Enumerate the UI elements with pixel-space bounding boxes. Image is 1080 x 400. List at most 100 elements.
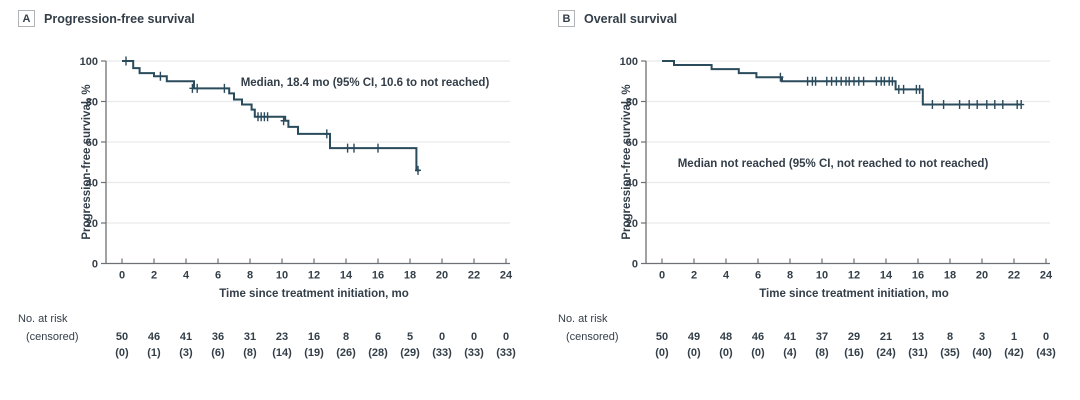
risk-table-numbers: 50(0)46(1)41(3)36(6)31(8)23(14)16(19)8(2… (115, 331, 516, 359)
x-tick-label: 14 (340, 270, 353, 282)
censor-mark (940, 100, 947, 110)
censor-mark (221, 83, 228, 93)
censored-count: (19) (304, 347, 324, 359)
at-risk-count: 16 (308, 331, 320, 343)
panel-b-label: B (562, 12, 571, 25)
panel-a-label: A (22, 12, 31, 25)
at-risk-count: 50 (116, 331, 128, 343)
y-tick-label: 100 (80, 56, 98, 68)
censor-mark (351, 143, 357, 153)
y-axis-label: Progression-free survival, % (621, 84, 633, 239)
at-risk-count: 29 (848, 331, 860, 343)
x-tick-label: 12 (308, 270, 320, 282)
censored-count: (6) (211, 347, 225, 359)
censor-mark (344, 143, 351, 153)
censored-count: (29) (400, 347, 420, 359)
censored-count: (35) (940, 347, 960, 359)
censored-count: (33) (496, 347, 516, 359)
panel-b-title: Overall survival (584, 11, 678, 26)
panel-b: B Overall survival 0 2 4 6 8 10 12 14 16 18 20 22 24… (540, 0, 1080, 400)
x-tick-label: 18 (404, 270, 416, 282)
x-axis-label: Time since treatment initiation, mo (759, 288, 949, 300)
censored-count: (40) (972, 347, 992, 359)
x-tick-label: 10 (276, 270, 288, 282)
axes (641, 60, 1050, 265)
survival-curve-group (122, 56, 421, 175)
censor-mark (280, 116, 287, 126)
at-risk-count: 0 (503, 331, 509, 343)
censored-count: (16) (844, 347, 864, 359)
axes (101, 60, 510, 265)
censor-mark (415, 165, 421, 175)
censored-count: (24) (876, 347, 896, 359)
censor-mark (264, 112, 271, 122)
censor-mark (929, 100, 936, 110)
x-axis-label: Time since treatment initiation, mo (219, 288, 409, 300)
x-tick-label: 10 (816, 270, 828, 282)
censor-mark (375, 143, 381, 153)
x-tick-label: 24 (500, 270, 513, 282)
y-tick-label: 100 (620, 56, 638, 68)
censor-mark (194, 83, 201, 93)
censor-mark (777, 72, 784, 82)
censored-count: (0) (751, 347, 765, 359)
censor-mark (991, 100, 998, 110)
panel-a-label-box: A (18, 10, 35, 27)
panel-a-title: Progression-free survival (44, 11, 195, 26)
x-tick-label: 0 (119, 270, 125, 282)
censor-mark (323, 129, 330, 139)
km-curve (122, 60, 420, 172)
at-risk-count: 1 (1011, 331, 1017, 343)
censored-count: (3) (179, 347, 193, 359)
at-risk-count: 49 (688, 331, 700, 343)
censored-count: (0) (655, 347, 669, 359)
at-risk-count: 48 (720, 331, 732, 343)
gridlines (646, 60, 1050, 224)
censored-count: (43) (1036, 347, 1056, 359)
censor-mark (966, 100, 973, 110)
risk-row-label: No. at risk (18, 313, 68, 325)
censored-count: (33) (432, 347, 452, 359)
x-tick-label: 2 (151, 270, 157, 282)
y-tick-label: 60 (86, 137, 98, 149)
censored-count: (8) (243, 347, 257, 359)
risk-table-numbers: 50 (0) 49 (0) 48 (0) 46 (0) 41 (4) 37 (8) 29 (16) 21 (2… (655, 331, 1056, 359)
at-risk-count: 23 (276, 331, 288, 343)
censor-mark (157, 71, 164, 81)
gridlines (106, 60, 510, 224)
x-tick-label: 2 (691, 270, 697, 282)
at-risk-count: 37 (816, 331, 828, 343)
censored-count: (42) (1004, 347, 1024, 359)
at-risk-count: 21 (880, 331, 892, 343)
at-risk-count: 36 (212, 331, 224, 343)
censor-mark (916, 84, 923, 94)
km-curve (662, 60, 1022, 106)
censor-mark (983, 100, 990, 110)
x-tick-label: 16 (372, 270, 384, 282)
censor-mark (123, 56, 129, 66)
x-tick-label: 6 (215, 270, 221, 282)
censored-count: (4) (783, 347, 797, 359)
censor-mark (999, 100, 1006, 110)
x-tick-label: 20 (436, 270, 448, 282)
at-risk-count: 8 (343, 331, 349, 343)
censor-mark (956, 100, 963, 110)
x-tick-label: 0 (659, 270, 665, 282)
y-tick-label: 20 (626, 218, 638, 230)
censored-row-label: (censored) (26, 331, 79, 343)
x-tick-label: 24 (1040, 270, 1053, 282)
x-tick-label: 12 (848, 270, 860, 282)
x-tick-label: 22 (468, 270, 480, 282)
at-risk-count: 31 (244, 331, 256, 343)
survival-curve-group (662, 60, 1025, 110)
x-tick-label: 8 (247, 270, 253, 282)
at-risk-count: 46 (148, 331, 160, 343)
x-tick-label: 4 (723, 270, 730, 282)
censored-count: (8) (815, 347, 829, 359)
at-risk-count: 41 (180, 331, 192, 343)
risk-row-label: No. at risk (558, 313, 608, 325)
panel-b-header: B Overall survival (558, 10, 677, 27)
